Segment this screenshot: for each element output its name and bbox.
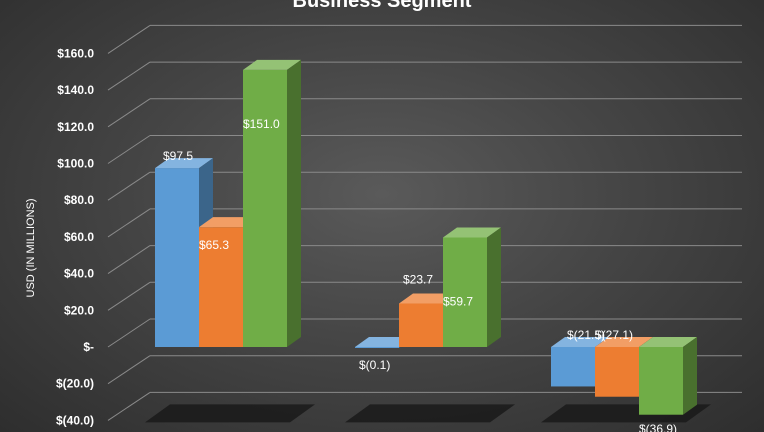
data-label: $(36.9) (639, 422, 677, 432)
bar-top (551, 337, 609, 347)
bar-top (595, 337, 653, 347)
data-label: $97.5 (163, 149, 193, 163)
data-label: $59.7 (443, 294, 473, 308)
gridline-depth (107, 208, 151, 238)
data-label: $(0.1) (359, 358, 390, 372)
bar-top (399, 293, 457, 304)
y-tick-label: $160.0 (57, 46, 94, 60)
gridline-depth (107, 24, 151, 54)
y-axis-ticks: $160.0 $140.0 $120.0 $100.0 $80.0 $60.0 $40.0 $… (56, 46, 94, 427)
gridline-depth (107, 171, 151, 201)
bar-side (487, 227, 501, 347)
gridline-depth (107, 281, 151, 311)
gridline-depth (107, 318, 151, 348)
data-label: $151.0 (243, 117, 280, 131)
bar-top (443, 227, 501, 238)
gridline-depth (107, 98, 151, 128)
y-tick-label: $100.0 (57, 157, 94, 171)
y-tick-label: $(20.0) (56, 377, 94, 391)
floor-shadow (345, 404, 515, 423)
y-tick-label: $(40.0) (56, 413, 94, 427)
bar-front (551, 347, 595, 387)
gridline-depth (107, 391, 151, 421)
bar-front (595, 347, 639, 397)
data-label: $(27.1) (595, 328, 633, 342)
chart-title: Business Segment (293, 0, 472, 12)
data-label: $65.3 (199, 238, 229, 252)
bar-front (243, 69, 287, 347)
y-tick-label: $140.0 (57, 83, 94, 97)
y-tick-label: $120.0 (57, 120, 94, 134)
data-label: $23.7 (403, 273, 433, 287)
bar (639, 337, 697, 415)
gridline-depth (107, 61, 151, 91)
y-axis-label: USD (IN MILLIONS) (25, 198, 37, 297)
bar-front (199, 227, 243, 347)
bar (443, 227, 501, 347)
bar (243, 59, 301, 347)
gridline-depth (107, 355, 151, 385)
bar-front (639, 347, 683, 415)
y-tick-label: $80.0 (64, 193, 94, 207)
bar-top (155, 158, 213, 169)
bar-side (683, 337, 697, 415)
floor-shadows (145, 404, 711, 423)
bar-top (199, 217, 257, 228)
y-tick-label: $20.0 (64, 303, 94, 317)
y-tick-label: $60.0 (64, 230, 94, 244)
gridline-depth (107, 245, 151, 275)
data-labels: $97.5 $(0.1) $(21.5) $65.3 $23.7 $(27.1) $151.… (163, 117, 677, 432)
bar-top (243, 59, 301, 70)
bar-front (355, 347, 399, 348)
bar-front (399, 303, 443, 347)
bars (155, 59, 697, 415)
bar-top (355, 337, 413, 347)
bar-front (155, 168, 199, 347)
floor-shadow (145, 404, 315, 423)
bar-front (443, 237, 487, 347)
bar-side (287, 59, 301, 347)
gridline-depth (107, 135, 151, 164)
data-label: $(21.5) (567, 328, 605, 342)
y-tick-label: $40.0 (64, 267, 94, 281)
bar-top (639, 337, 697, 347)
y-tick-label: $- (83, 340, 94, 354)
